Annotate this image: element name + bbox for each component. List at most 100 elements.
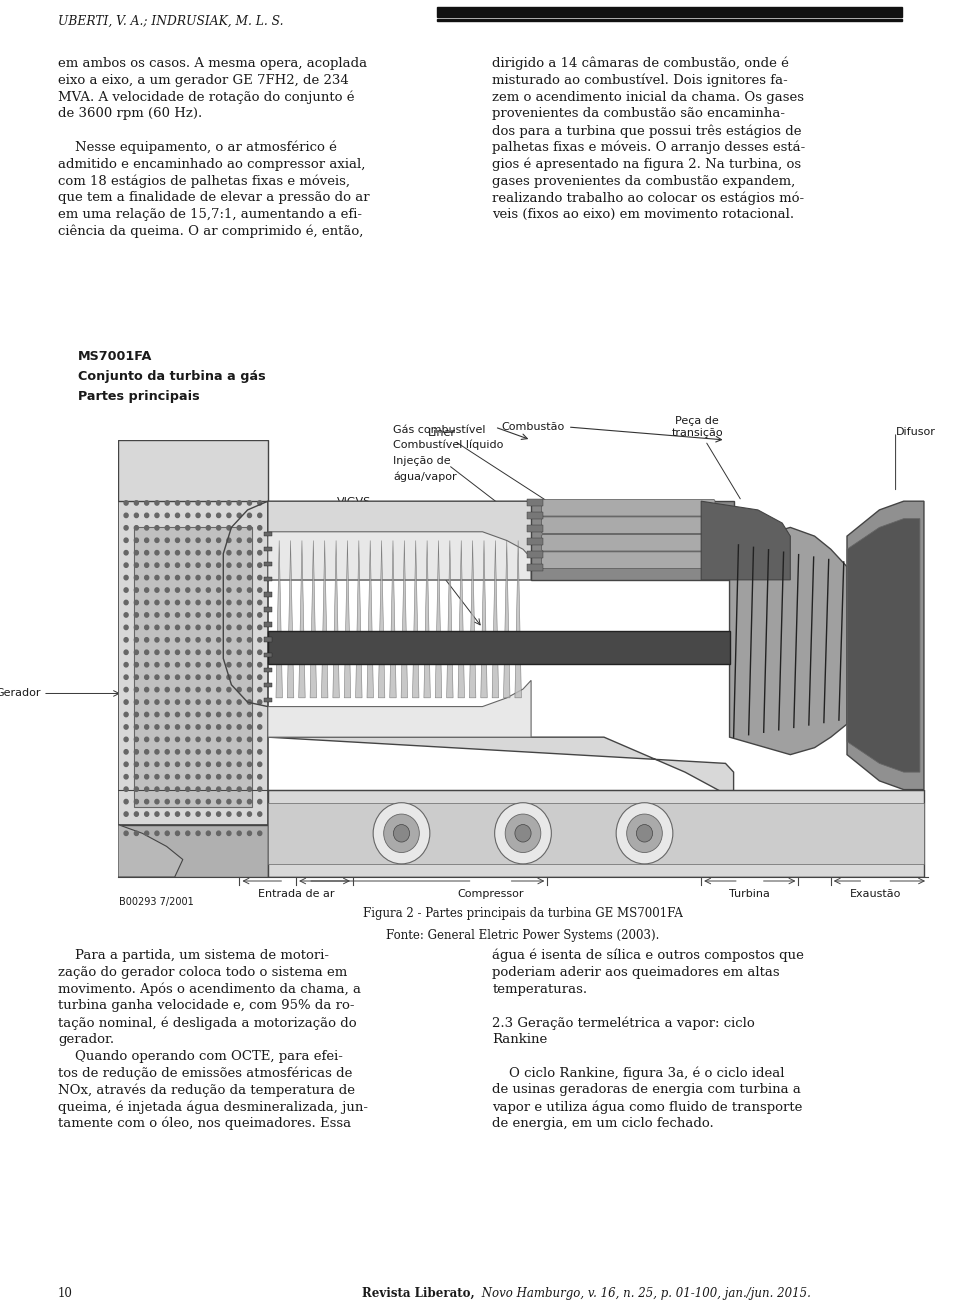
Circle shape [124,637,128,642]
Circle shape [237,576,241,579]
Polygon shape [390,540,396,697]
Circle shape [257,562,262,568]
Circle shape [196,712,200,717]
Bar [264,532,272,536]
Circle shape [145,712,149,717]
Circle shape [185,551,190,555]
Circle shape [185,501,190,505]
Circle shape [155,700,159,704]
Circle shape [165,800,169,804]
Circle shape [237,800,241,804]
Circle shape [165,831,169,835]
Circle shape [155,812,159,817]
Bar [134,527,252,808]
Circle shape [155,831,159,835]
Text: poderiam aderir aos queimadores em altas: poderiam aderir aos queimadores em altas [492,966,780,979]
Text: 10: 10 [58,1287,73,1301]
Circle shape [145,501,149,505]
Circle shape [124,725,128,729]
Circle shape [248,587,252,593]
Circle shape [257,812,262,817]
Circle shape [206,576,210,579]
Circle shape [185,526,190,530]
Circle shape [124,687,128,692]
Polygon shape [268,532,531,579]
Circle shape [227,775,231,779]
Circle shape [257,675,262,679]
Polygon shape [492,540,498,697]
Circle shape [165,538,169,543]
FancyBboxPatch shape [541,499,715,517]
Circle shape [394,825,410,842]
Circle shape [227,538,231,543]
Circle shape [206,787,210,792]
Circle shape [227,501,231,505]
Circle shape [257,662,262,667]
Bar [264,667,272,673]
Circle shape [257,800,262,804]
Circle shape [237,831,241,835]
Circle shape [155,513,159,518]
Circle shape [155,612,159,617]
Polygon shape [730,527,847,755]
Circle shape [217,576,221,579]
Circle shape [206,800,210,804]
Text: em ambos os casos. A mesma opera, acoplada: em ambos os casos. A mesma opera, acopla… [58,56,367,69]
Circle shape [145,687,149,692]
Circle shape [134,513,138,518]
Circle shape [185,538,190,543]
Circle shape [124,800,128,804]
Text: gios é apresentado na figura 2. Na turbina, os: gios é apresentado na figura 2. Na turbi… [492,157,802,172]
Polygon shape [345,540,350,697]
Circle shape [196,737,200,742]
Polygon shape [515,540,521,697]
Circle shape [217,737,221,742]
Circle shape [248,675,252,679]
Circle shape [227,513,231,518]
Circle shape [627,814,662,852]
Text: VIGVS: VIGVS [337,497,371,507]
Circle shape [134,787,138,792]
Text: Combustão: Combustão [501,422,564,433]
Text: temperaturas.: temperaturas. [492,983,588,995]
Text: eixo a eixo, a um gerador GE 7FH2, de 234: eixo a eixo, a um gerador GE 7FH2, de 23… [58,73,348,87]
Circle shape [185,687,190,692]
Circle shape [217,762,221,767]
Circle shape [206,513,210,518]
Polygon shape [276,540,282,697]
Circle shape [248,712,252,717]
Circle shape [257,787,262,792]
Text: tos de redução de emissões atmosféricas de: tos de redução de emissões atmosféricas … [58,1067,352,1080]
Polygon shape [287,540,294,697]
Circle shape [176,501,180,505]
Circle shape [206,625,210,629]
Circle shape [237,650,241,654]
Circle shape [165,775,169,779]
Circle shape [196,501,200,505]
Circle shape [248,737,252,742]
Circle shape [206,812,210,817]
Circle shape [124,551,128,555]
Bar [527,538,543,545]
Circle shape [176,538,180,543]
Circle shape [206,775,210,779]
Bar [264,697,272,703]
Circle shape [248,812,252,817]
Bar [264,607,272,612]
Circle shape [248,750,252,754]
Circle shape [124,712,128,717]
Circle shape [124,612,128,617]
Circle shape [227,576,231,579]
Circle shape [176,551,180,555]
Circle shape [134,725,138,729]
Circle shape [257,775,262,779]
Circle shape [185,612,190,617]
Polygon shape [458,540,465,697]
Circle shape [185,812,190,817]
Circle shape [124,587,128,593]
Circle shape [185,587,190,593]
Bar [118,440,268,501]
Circle shape [155,600,159,604]
Circle shape [176,812,180,817]
Text: Combustível líquido: Combustível líquido [394,440,504,451]
